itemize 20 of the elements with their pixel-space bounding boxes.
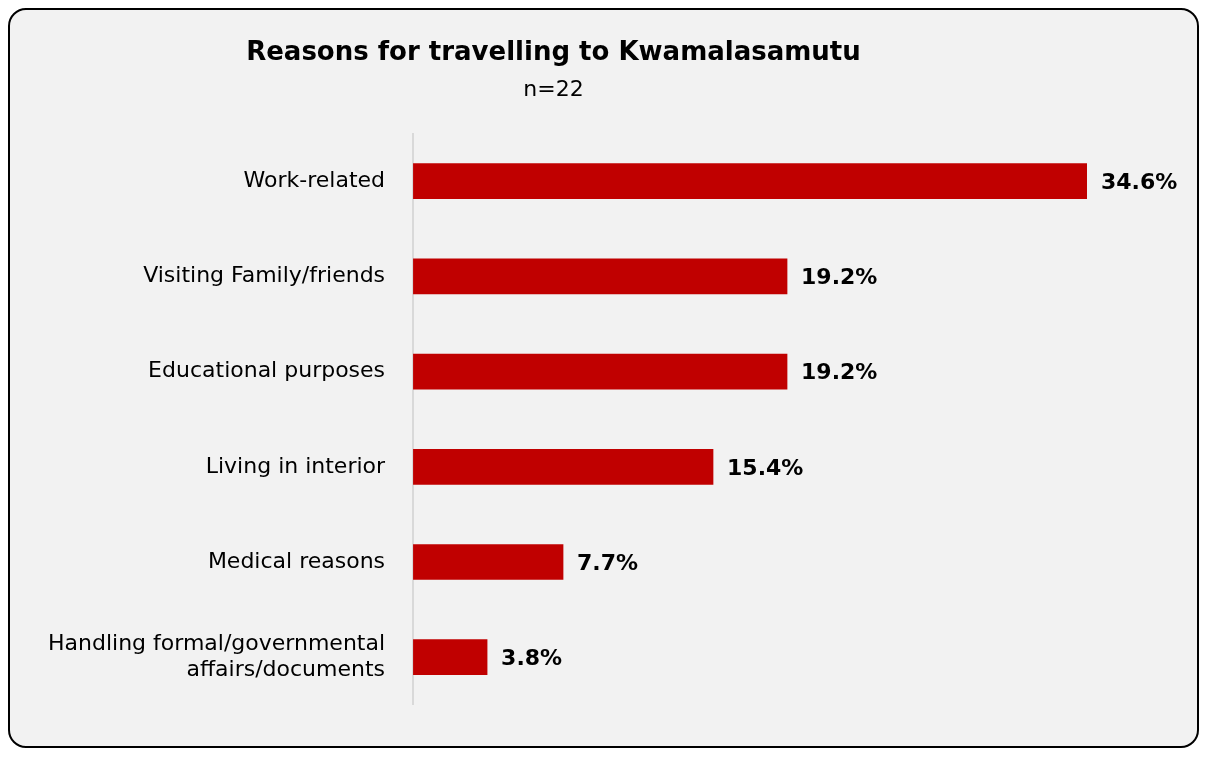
data-label: 19.2% xyxy=(801,264,878,290)
data-label: 15.4% xyxy=(727,454,804,480)
chart-subtitle: n=22 xyxy=(523,76,584,102)
y-tick-label: Work-related xyxy=(243,166,386,192)
y-tick-label: Handling formal/governmental affairs/documents xyxy=(47,629,386,682)
bar xyxy=(413,353,788,390)
data-label: 34.6% xyxy=(1101,168,1178,194)
bar xyxy=(413,163,1087,200)
bar xyxy=(413,448,714,485)
y-tick-label: Visiting Family/friends xyxy=(143,262,386,288)
bar xyxy=(413,639,488,676)
bar xyxy=(413,544,564,580)
data-label: 19.2% xyxy=(801,359,878,385)
y-tick-label: Educational purposes xyxy=(148,357,386,383)
y-tick-label: Living in interior xyxy=(205,452,387,478)
y-tick-label: Medical reasons xyxy=(207,547,386,573)
chart-title: Reasons for travelling to Kwamalasamutu xyxy=(246,36,861,67)
data-label: 7.7% xyxy=(577,549,639,575)
bar xyxy=(413,258,788,295)
data-label: 3.8% xyxy=(501,644,563,670)
